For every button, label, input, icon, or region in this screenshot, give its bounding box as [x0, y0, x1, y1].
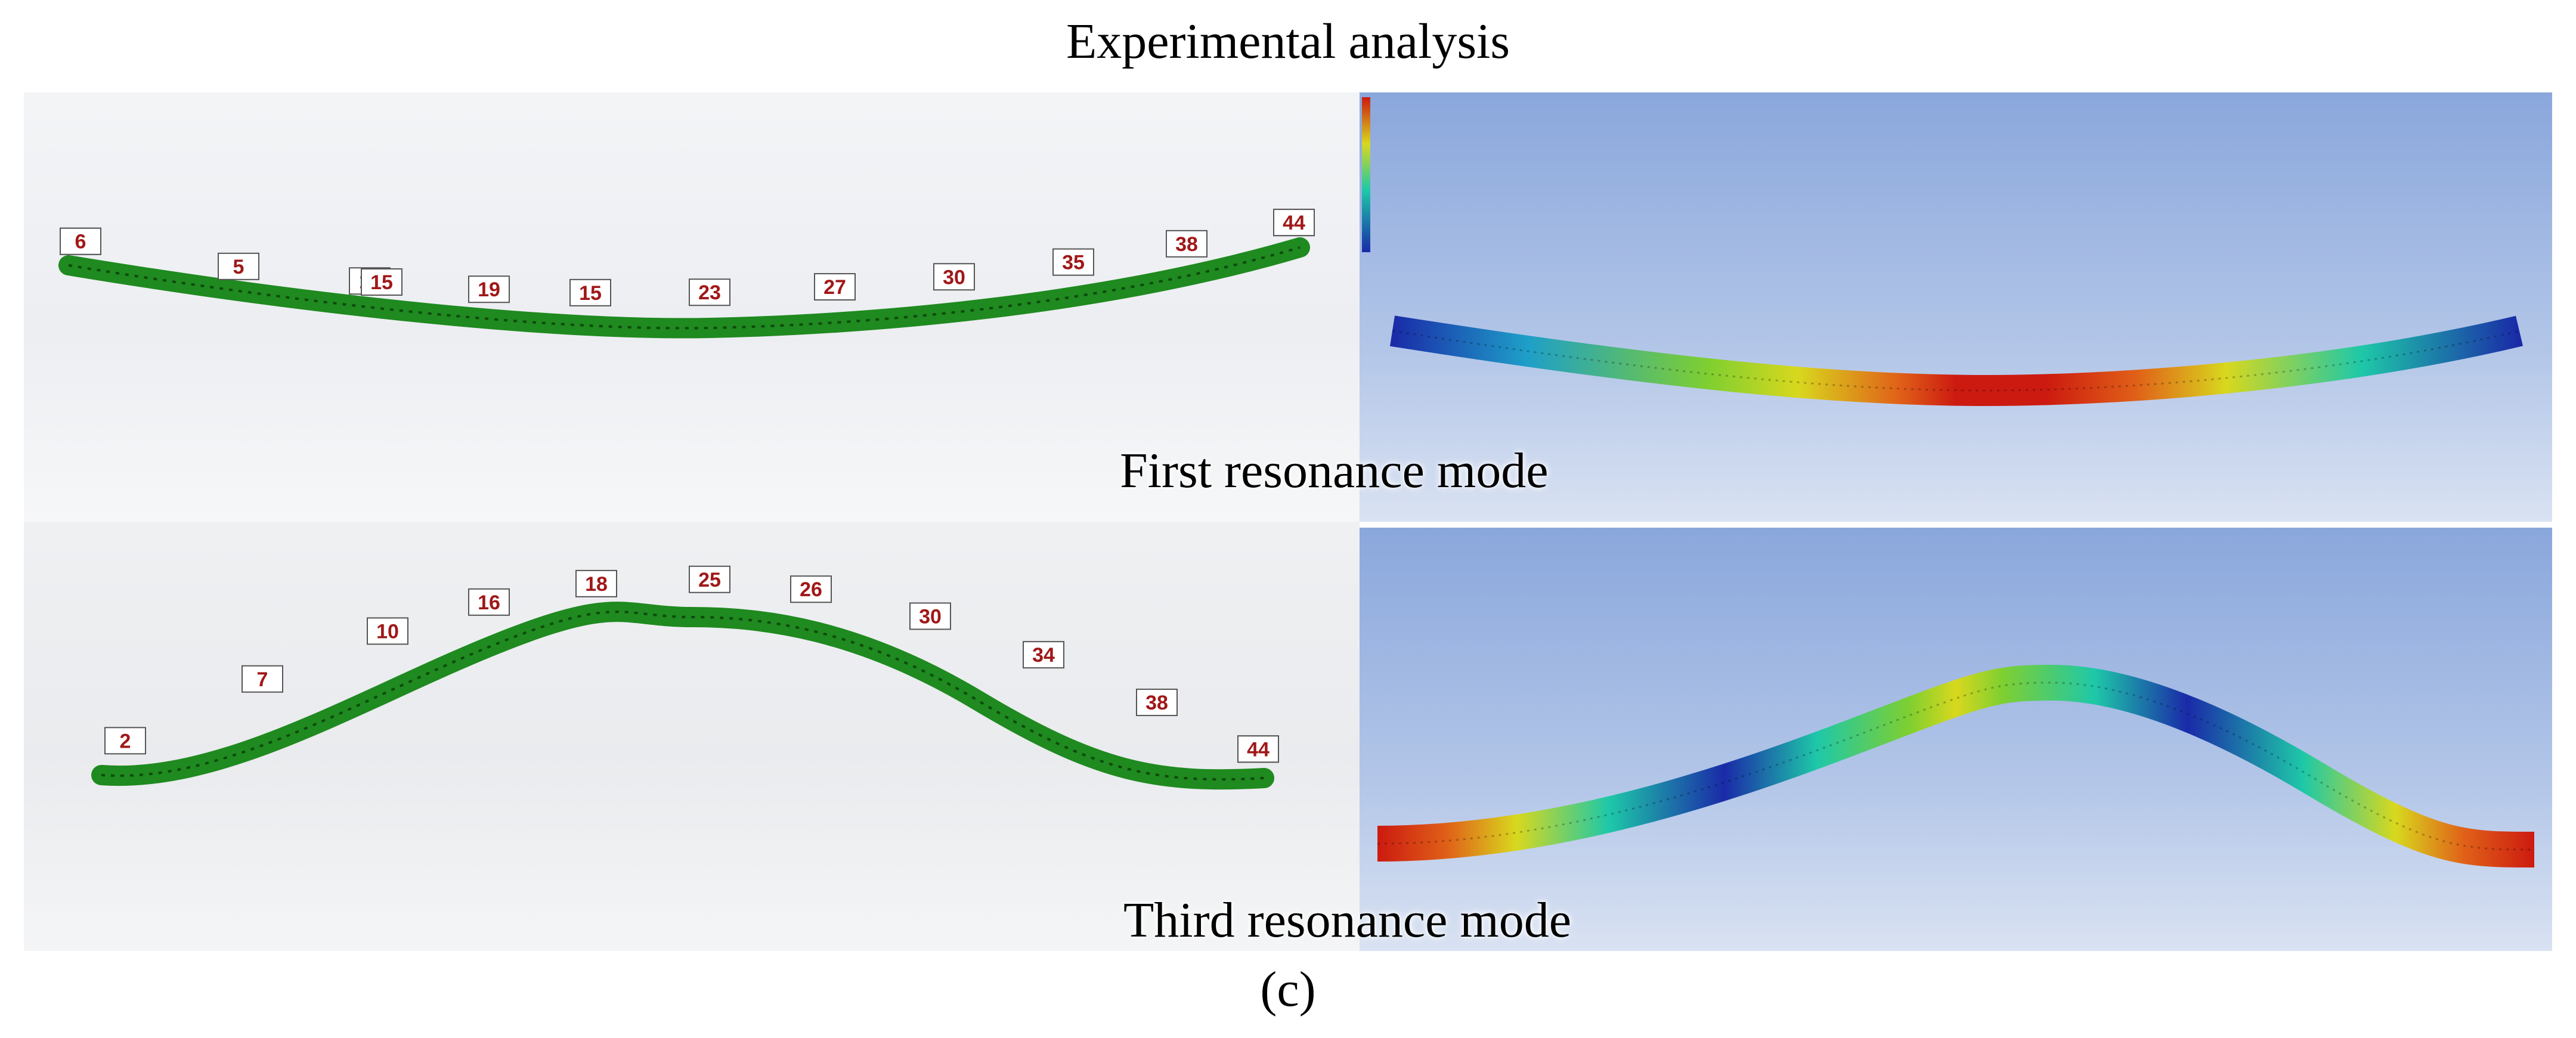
subfigure-label: (c) [1260, 962, 1316, 1017]
measurement-point-tag: 7 [242, 665, 283, 693]
simulation-first-mode-panel [1360, 92, 2552, 522]
measurement-point-tag: 6 [60, 227, 101, 255]
measurement-point-tag: 38 [1136, 689, 1178, 717]
measurement-point-tag: 5 [218, 252, 259, 280]
measurement-point-tag: 38 [1166, 230, 1208, 258]
svg-text:10: 10 [376, 620, 399, 643]
measurement-point-tag: 23 [689, 278, 730, 306]
simulation-third-mode-shape [1377, 664, 2535, 867]
measurement-point-tag: 19 [468, 275, 510, 303]
measurement-point-tag: 34 [1023, 641, 1064, 669]
experimental-first-mode-shape: 3651115191523273035384344 [58, 209, 1315, 339]
svg-text:16: 16 [478, 591, 500, 614]
third-mode-label: Third resonance mode [1123, 893, 1572, 948]
svg-text:15: 15 [579, 282, 602, 305]
measurement-point-tag: 35 [1052, 248, 1094, 276]
svg-text:44: 44 [1247, 738, 1270, 761]
svg-text:23: 23 [698, 281, 721, 304]
svg-text:25: 25 [698, 569, 721, 591]
svg-text:18: 18 [585, 573, 608, 596]
svg-text:35: 35 [1062, 252, 1085, 274]
measurement-point-tag: 44 [1273, 209, 1315, 237]
first-mode-label: First resonance mode [1120, 443, 1549, 498]
simulation-third-mode-panel [1360, 528, 2552, 951]
experimental-third-mode-shape: 2710161825263034384344 [91, 565, 1279, 790]
experimental-third-mode-panel: 2710161825263034384344 [24, 522, 1360, 951]
svg-text:15: 15 [370, 271, 393, 294]
svg-text:6: 6 [75, 231, 86, 253]
measurement-point-tag: 15 [361, 268, 402, 296]
measurement-point-tag: 26 [790, 575, 832, 603]
svg-text:7: 7 [257, 668, 268, 691]
measurement-point-tag: 44 [1237, 735, 1279, 763]
svg-text:34: 34 [1032, 644, 1055, 667]
svg-text:27: 27 [823, 276, 846, 299]
svg-text:26: 26 [800, 578, 822, 601]
measurement-point-tag: 16 [468, 588, 510, 616]
measurement-point-tag: 15 [569, 278, 611, 306]
svg-text:38: 38 [1145, 692, 1168, 714]
svg-text:44: 44 [1283, 212, 1305, 234]
experimental-first-mode-panel: 3651115191523273035384344 [24, 92, 1360, 522]
measurement-point-tag: 25 [689, 565, 730, 593]
svg-text:5: 5 [233, 256, 244, 278]
measurement-point-tag: 10 [367, 617, 408, 645]
svg-text:38: 38 [1175, 233, 1198, 256]
simulation-first-mode-shape [1362, 97, 2523, 407]
measurement-point-tag: 2 [104, 727, 146, 755]
svg-text:30: 30 [943, 266, 965, 289]
measurement-point-tag: 27 [814, 273, 856, 301]
figure-title: Experimental analysis [1066, 14, 1510, 69]
measurement-point-tag: 18 [575, 569, 617, 597]
measurement-point-tag: 30 [909, 602, 951, 630]
svg-text:2: 2 [120, 730, 131, 752]
svg-text:19: 19 [478, 278, 500, 301]
svg-text:30: 30 [919, 605, 942, 628]
measurement-point-tag: 30 [933, 263, 975, 291]
